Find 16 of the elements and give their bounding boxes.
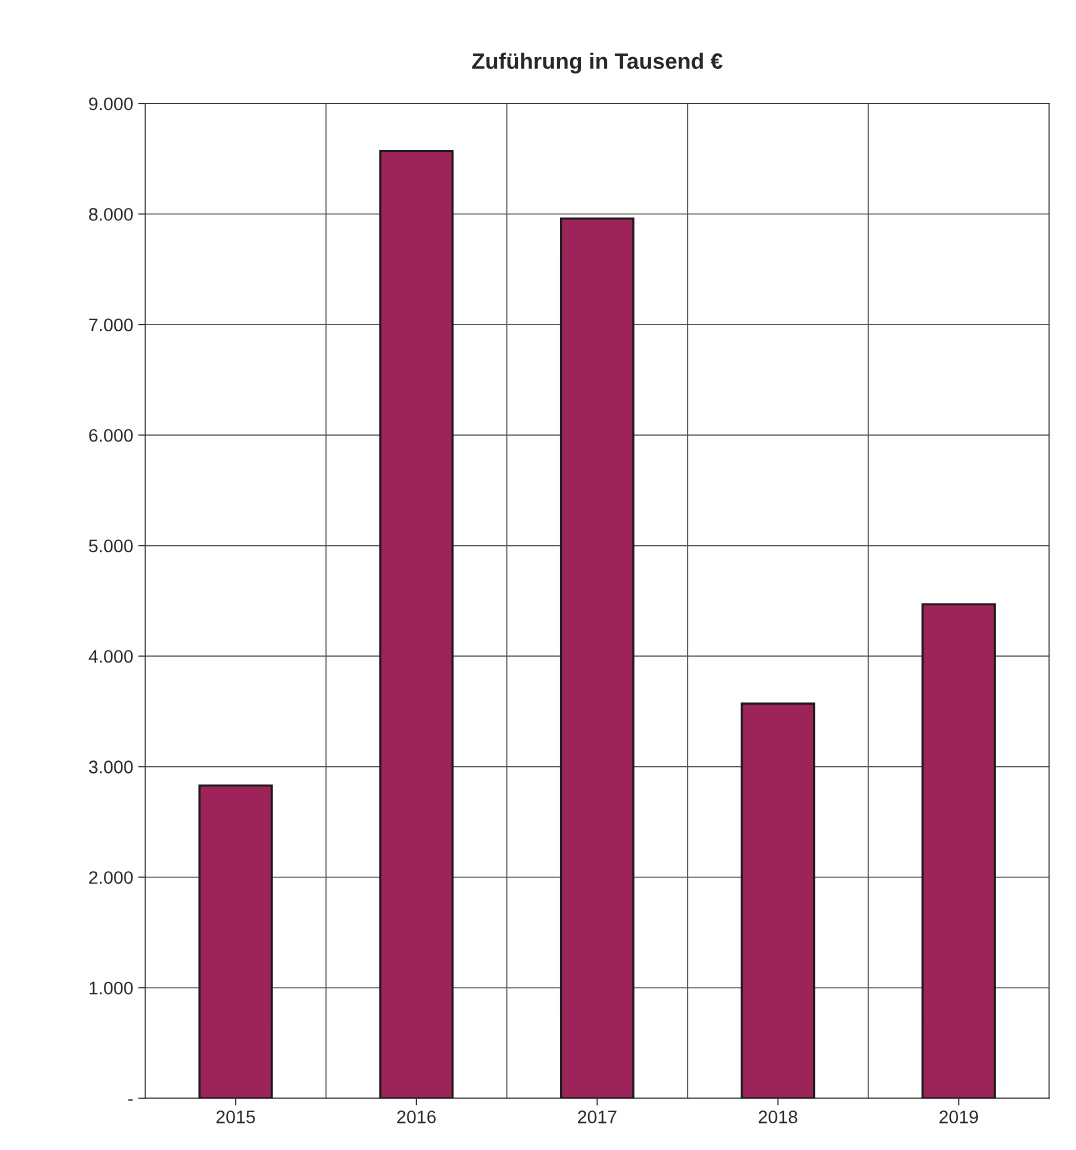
x-tick-label: 2017: [578, 1110, 617, 1124]
y-tick-label: 4.000: [88, 650, 133, 663]
y-tick-label: 1.000: [89, 981, 133, 995]
x-tick-label: 2015: [216, 1110, 255, 1124]
y-tick-label: 3.000: [88, 760, 133, 774]
chart-title: Zuführung in Tausend €: [472, 52, 723, 74]
y-tick-label: 8.000: [89, 207, 133, 221]
x-tick-label: 2018: [758, 1110, 798, 1124]
y-tick-label: 9.000: [89, 97, 133, 111]
y-tick-label: -: [128, 1099, 133, 1101]
x-tick-label: 2016: [397, 1110, 436, 1124]
x-tick-label: 2019: [939, 1110, 978, 1124]
y-tick-label: 6.000: [89, 429, 133, 442]
y-tick-label: 7.000: [89, 318, 133, 332]
y-tick-label: 2.000: [89, 871, 133, 884]
y-tick-label: 5.000: [89, 539, 133, 553]
